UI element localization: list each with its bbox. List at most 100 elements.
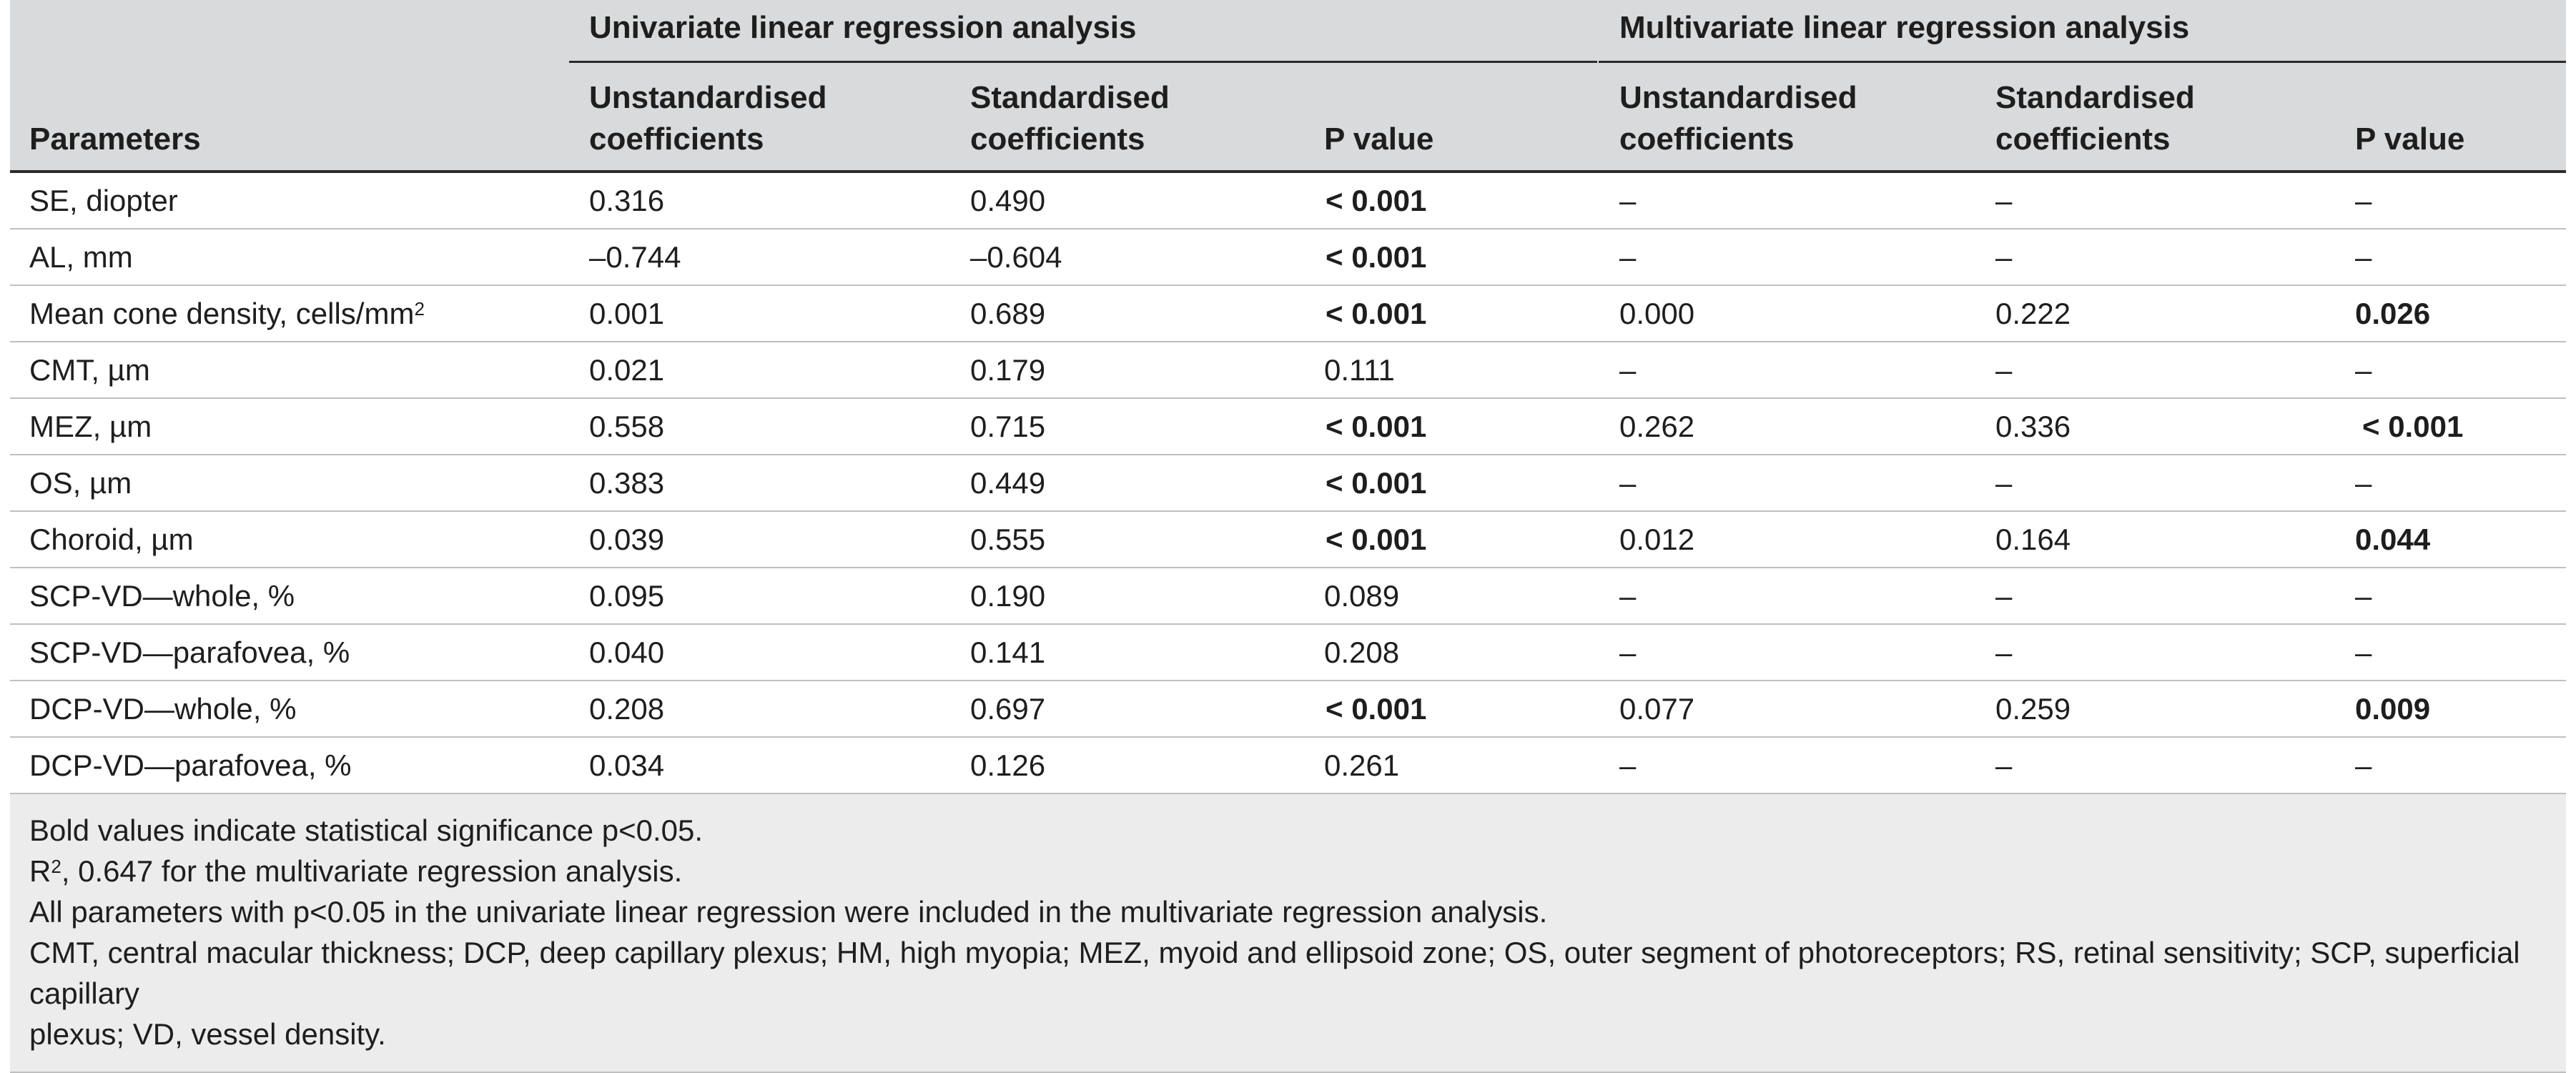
table-row: Choroid, µm 0.039 0.555 < 0.001 0.012 0.… <box>10 512 2566 568</box>
col-head-line: coefficients <box>1995 122 2171 157</box>
table-row: SCP-VD—parafovea, % 0.040 0.141 0.208 – … <box>10 625 2566 681</box>
cell-uni-p-value: < 0.001 <box>1326 240 1427 274</box>
col-head-multi-p-value: P value <box>2355 122 2465 157</box>
col-head-multi-standardised: Standardised coefficients <box>1995 77 2195 160</box>
cell-multi-standardised: – <box>1995 466 2013 500</box>
cell-multi-p-value: – <box>2355 636 2372 669</box>
univariate-group-rule <box>569 61 1597 63</box>
cell-multi-p-value: 0.009 <box>2355 692 2431 726</box>
cell-uni-unstandardised: 0.040 <box>589 636 665 669</box>
cell-uni-p-value: < 0.001 <box>1326 466 1427 500</box>
cell-uni-p-value: 0.111 <box>1324 353 1395 387</box>
cell-multi-p-value: – <box>2355 184 2372 217</box>
multivariate-group-rule <box>1599 61 2566 63</box>
cell-uni-standardised: 0.449 <box>970 466 1046 500</box>
col-head-line: coefficients <box>970 122 1145 157</box>
cell-uni-standardised: 0.126 <box>970 748 1046 782</box>
cell-parameter: SCP-VD—parafovea, % <box>29 636 350 669</box>
col-head-uni-p-value: P value <box>1324 122 1434 157</box>
cell-parameter: Mean cone density, cells/mm2 <box>29 286 425 341</box>
table-row: DCP-VD—parafovea, % 0.034 0.126 0.261 – … <box>10 738 2566 794</box>
cell-parameter: MEZ, µm <box>29 410 152 443</box>
cell-multi-standardised: – <box>1995 579 2013 613</box>
cell-uni-standardised: 0.141 <box>970 636 1046 669</box>
cell-multi-unstandardised: – <box>1619 466 1637 500</box>
cell-uni-standardised: 0.179 <box>970 353 1046 387</box>
cell-uni-p-value: < 0.001 <box>1326 692 1427 726</box>
cell-uni-p-value: 0.208 <box>1324 636 1400 669</box>
cell-uni-p-value: < 0.001 <box>1326 523 1427 556</box>
table-row: SE, diopter 0.316 0.490 < 0.001 – – – <box>10 173 2566 229</box>
footnote-inclusion: All parameters with p<0.05 in the univar… <box>29 895 1548 929</box>
cell-parameter: OS, µm <box>29 466 132 500</box>
footnote-abbreviations-cont: plexus; VD, vessel density. <box>29 1017 386 1051</box>
table-row: MEZ, µm 0.558 0.715 < 0.001 0.262 0.336 … <box>10 399 2566 455</box>
cell-parameter: CMT, µm <box>29 353 150 387</box>
cell-uni-unstandardised: 0.034 <box>589 748 665 782</box>
cell-multi-standardised: 0.336 <box>1995 410 2071 443</box>
cell-uni-unstandardised: 0.021 <box>589 353 665 387</box>
footnote-r-text: , 0.647 for the multivariate regression … <box>61 854 683 888</box>
cell-multi-standardised: 0.222 <box>1995 297 2071 330</box>
col-head-line: Standardised <box>970 80 1170 115</box>
cell-multi-p-value: – <box>2355 466 2372 500</box>
col-head-uni-standardised: Standardised coefficients <box>970 77 1170 160</box>
cell-multi-p-value: – <box>2355 353 2372 387</box>
cell-multi-standardised: 0.164 <box>1995 523 2071 556</box>
cell-multi-standardised: – <box>1995 748 2013 782</box>
cell-multi-p-value: – <box>2355 240 2372 274</box>
table-header: Univariate linear regression analysis Mu… <box>10 0 2566 173</box>
col-head-line: Unstandardised <box>1619 80 1857 115</box>
cell-multi-unstandardised: – <box>1619 636 1637 669</box>
table-body: SE, diopter 0.316 0.490 < 0.001 – – – AL… <box>10 173 2566 794</box>
cell-uni-standardised: 0.555 <box>970 523 1046 556</box>
col-head-multi-unstandardised: Unstandardised coefficients <box>1619 77 1857 160</box>
col-head-line: Standardised <box>1995 80 2195 115</box>
table-row: SCP-VD—whole, % 0.095 0.190 0.089 – – – <box>10 568 2566 625</box>
cell-uni-standardised: 0.190 <box>970 579 1046 613</box>
cell-uni-unstandardised: 0.316 <box>589 184 665 217</box>
footnote-bold-values: Bold values indicate statistical signifi… <box>29 814 704 847</box>
cell-multi-p-value: – <box>2355 579 2372 613</box>
cell-multi-standardised: 0.259 <box>1995 692 2071 726</box>
footnote-abbreviations: CMT, central macular thickness; DCP, dee… <box>29 936 2520 1010</box>
col-head-line: coefficients <box>1619 122 1795 157</box>
cell-parameter: DCP-VD—whole, % <box>29 692 297 726</box>
table-row: DCP-VD—whole, % 0.208 0.697 < 0.001 0.07… <box>10 681 2566 738</box>
superscript: 2 <box>414 298 425 320</box>
regression-table: Univariate linear regression analysis Mu… <box>10 0 2566 1073</box>
cell-parameter: AL, mm <box>29 240 133 274</box>
cell-parameter: DCP-VD—parafovea, % <box>29 748 352 782</box>
cell-uni-p-value: < 0.001 <box>1326 297 1427 330</box>
cell-parameter: Choroid, µm <box>29 523 194 556</box>
cell-multi-unstandardised: 0.012 <box>1619 523 1695 556</box>
col-head-line: Unstandardised <box>589 80 827 115</box>
cell-multi-unstandardised: – <box>1619 353 1637 387</box>
cell-uni-p-value: < 0.001 <box>1326 410 1427 443</box>
table-row: AL, mm –0.744 –0.604 < 0.001 – – – <box>10 229 2566 286</box>
cell-multi-p-value: 0.026 <box>2355 297 2431 330</box>
cell-uni-p-value: < 0.001 <box>1326 184 1427 217</box>
cell-multi-unstandardised: 0.077 <box>1619 692 1695 726</box>
superscript: 2 <box>51 856 61 877</box>
cell-uni-unstandardised: 0.039 <box>589 523 665 556</box>
multivariate-group-title: Multivariate linear regression analysis <box>1619 10 2190 45</box>
cell-parameter-text: Mean cone density, cells/mm <box>29 297 415 330</box>
footnote-r-letter: R <box>29 854 51 888</box>
cell-uni-standardised: 0.697 <box>970 692 1046 726</box>
cell-uni-unstandardised: –0.744 <box>589 240 681 274</box>
cell-uni-p-value: 0.089 <box>1324 579 1400 613</box>
cell-uni-standardised: 0.689 <box>970 297 1046 330</box>
footnote-r-squared: R2, 0.647 for the multivariate regressio… <box>29 851 2566 891</box>
cell-multi-unstandardised: – <box>1619 184 1637 217</box>
cell-uni-unstandardised: 0.095 <box>589 579 665 613</box>
cell-uni-p-value: 0.261 <box>1324 748 1400 782</box>
univariate-group-title: Univariate linear regression analysis <box>589 10 1137 45</box>
table-row: CMT, µm 0.021 0.179 0.111 – – – <box>10 342 2566 399</box>
cell-multi-standardised: – <box>1995 353 2013 387</box>
cell-parameter: SCP-VD—whole, % <box>29 579 295 613</box>
cell-multi-standardised: – <box>1995 184 2013 217</box>
table-row: Mean cone density, cells/mm2 0.001 0.689… <box>10 286 2566 342</box>
table-footnotes: Bold values indicate statistical signifi… <box>10 794 2566 1073</box>
cell-multi-unstandardised: 0.000 <box>1619 297 1695 330</box>
